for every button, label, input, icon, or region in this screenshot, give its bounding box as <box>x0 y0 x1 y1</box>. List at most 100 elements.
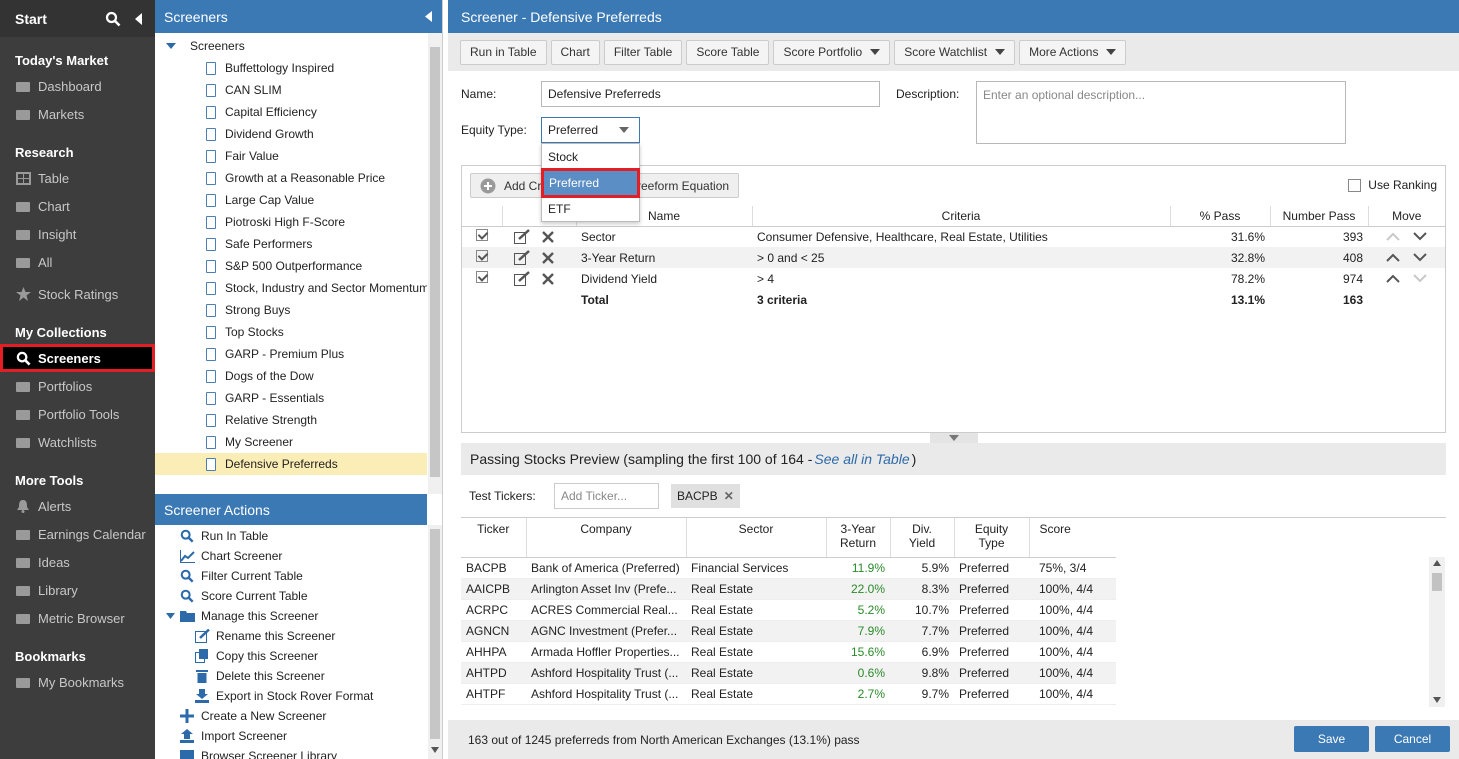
action-item[interactable]: Create a New Screener <box>155 706 427 726</box>
nav-item-my-bookmarks[interactable]: My Bookmarks <box>0 668 155 696</box>
action-item[interactable]: Chart Screener <box>155 546 427 566</box>
col-ticker[interactable]: Ticker <box>461 518 527 558</box>
col-3yr-return[interactable]: 3-Year Return <box>826 518 891 558</box>
tree-item[interactable]: GARP - Premium Plus <box>155 343 427 365</box>
nav-item-all[interactable]: All <box>0 248 155 276</box>
tree-item[interactable]: Capital Efficiency <box>155 101 427 123</box>
start-label[interactable]: Start <box>15 10 47 27</box>
edit-icon[interactable] <box>514 229 531 245</box>
nav-item-portfolio-tools[interactable]: Portfolio Tools <box>0 400 155 428</box>
col-number-pass[interactable]: Number Pass <box>1270 206 1369 227</box>
nav-item-stock-ratings[interactable]: Stock Ratings <box>0 280 155 308</box>
col-sector[interactable]: Sector <box>686 518 827 558</box>
criteria-row[interactable]: 3-Year Return > 0 and < 25 32.8% 408 <box>462 247 1445 268</box>
run-in-table-button[interactable]: Run in Table <box>460 39 547 65</box>
save-button[interactable]: Save <box>1294 726 1369 752</box>
tree-item[interactable]: S&P 500 Outperformance <box>155 255 427 277</box>
actions-scrollbar[interactable] <box>428 525 442 759</box>
tree-item[interactable]: Top Stocks <box>155 321 427 343</box>
enabled-checkbox[interactable] <box>476 250 488 262</box>
action-item[interactable]: Filter Current Table <box>155 566 427 586</box>
preview-scrollbar[interactable] <box>1429 557 1445 707</box>
action-item[interactable]: Score Current Table <box>155 586 427 606</box>
tree-item[interactable]: Stock, Industry and Sector Momentum <box>155 277 427 299</box>
tree-item[interactable]: Buffettology Inspired <box>155 57 427 79</box>
table-row[interactable]: ACRPC ACRES Commercial Real... Real Esta… <box>461 599 1116 621</box>
see-all-in-table-link[interactable]: See all in Table <box>814 451 910 467</box>
delete-icon[interactable] <box>542 272 555 285</box>
action-item[interactable]: Manage this Screener <box>155 606 427 626</box>
move-up-icon[interactable] <box>1386 232 1400 241</box>
action-item[interactable]: Delete this Screener <box>155 666 427 686</box>
nav-item-dashboard[interactable]: Dashboard <box>0 72 155 100</box>
nav-item-chart[interactable]: Chart <box>0 192 155 220</box>
enabled-checkbox[interactable] <box>476 229 488 242</box>
tree-item[interactable]: Relative Strength <box>155 409 427 431</box>
move-down-icon[interactable] <box>1413 232 1427 241</box>
nav-item-insight[interactable]: Insight <box>0 220 155 248</box>
tree-item[interactable]: Dogs of the Dow <box>155 365 427 387</box>
col-company[interactable]: Company <box>526 518 687 558</box>
expand-down-icon[interactable] <box>166 42 176 50</box>
tree-item[interactable]: Fair Value <box>155 145 427 167</box>
tree-item[interactable]: Dividend Growth <box>155 123 427 145</box>
action-item[interactable]: Rename this Screener <box>155 626 427 646</box>
move-down-icon[interactable] <box>1413 252 1427 262</box>
tree-item[interactable]: Piotroski High F-Score <box>155 211 427 233</box>
tree-root[interactable]: Screeners <box>155 35 427 57</box>
option-etf[interactable]: ETF <box>548 202 571 216</box>
nav-item-library[interactable]: Library <box>0 576 155 604</box>
tree-item[interactable]: GARP - Essentials <box>155 387 427 409</box>
table-row[interactable]: AGNCN AGNC Investment (Prefer... Real Es… <box>461 620 1116 642</box>
cancel-button[interactable]: Cancel <box>1375 726 1450 752</box>
option-stock[interactable]: Stock <box>548 150 579 164</box>
name-field[interactable]: Defensive Preferreds <box>541 81 880 107</box>
col-criteria[interactable]: Criteria <box>752 206 1171 227</box>
nav-item-screeners[interactable]: Screeners <box>0 344 155 372</box>
more-actions-button[interactable]: More Actions <box>1019 39 1127 65</box>
move-up-icon[interactable] <box>1386 253 1400 262</box>
score-portfolio-button[interactable]: Score Portfolio <box>773 39 891 65</box>
splitter-handle[interactable] <box>930 433 978 443</box>
move-up-icon[interactable] <box>1386 274 1400 283</box>
collapse-left-icon[interactable] <box>135 12 143 25</box>
criteria-row[interactable]: Dividend Yield > 4 78.2% 974 <box>462 268 1445 289</box>
col-score[interactable]: Score <box>1029 518 1116 558</box>
delete-icon[interactable] <box>542 231 555 243</box>
col-equity-type[interactable]: Equity Type <box>954 518 1030 558</box>
nav-item-table[interactable]: Table <box>0 164 155 192</box>
add-ticker-input[interactable]: Add Ticker... <box>554 483 659 509</box>
action-item[interactable]: Import Screener <box>155 726 427 746</box>
filter-table-button[interactable]: Filter Table <box>603 39 683 65</box>
nav-item-ideas[interactable]: Ideas <box>0 548 155 576</box>
use-ranking-checkbox[interactable] <box>1348 178 1362 192</box>
nav-item-portfolios[interactable]: Portfolios <box>0 372 155 400</box>
table-row[interactable]: AHTPF Ashford Hospitality Trust (... Rea… <box>461 683 1116 705</box>
enabled-checkbox[interactable] <box>476 271 488 283</box>
freeform-equation-button[interactable]: reeform Equation <box>630 173 740 198</box>
nav-item-alerts[interactable]: Alerts <box>0 492 155 520</box>
tree-item[interactable]: Safe Performers <box>155 233 427 255</box>
edit-icon[interactable] <box>514 250 531 266</box>
action-item[interactable]: Browser Screener Library <box>155 746 427 759</box>
edit-icon[interactable] <box>514 271 531 287</box>
description-field[interactable]: Enter an optional description... <box>976 81 1346 144</box>
col-pass[interactable]: % Pass <box>1170 206 1271 227</box>
move-down-icon[interactable] <box>1413 273 1427 283</box>
nav-item-metric-browser[interactable]: Metric Browser <box>0 604 155 632</box>
search-icon[interactable] <box>105 11 121 27</box>
table-row[interactable]: AHTPD Ashford Hospitality Trust (... Rea… <box>461 662 1116 684</box>
tree-item[interactable]: Defensive Preferreds <box>155 453 427 475</box>
use-ranking-toggle[interactable]: Use Ranking <box>1348 178 1437 192</box>
score-table-button[interactable]: Score Table <box>686 39 770 65</box>
tree-scrollbar[interactable] <box>428 33 442 494</box>
table-row[interactable]: BACPB Bank of America (Preferred) Financ… <box>461 557 1116 579</box>
tree-item[interactable]: Large Cap Value <box>155 189 427 211</box>
action-item[interactable]: Export in Stock Rover Format <box>155 686 427 706</box>
tree-item[interactable]: Strong Buys <box>155 299 427 321</box>
delete-icon[interactable] <box>542 251 555 264</box>
add-criteria-button[interactable]: Add Cr <box>470 173 552 198</box>
tree-item[interactable]: CAN SLIM <box>155 79 427 101</box>
nav-item-earnings-calendar[interactable]: Earnings Calendar <box>0 520 155 548</box>
tree-item[interactable]: My Screener <box>155 431 427 453</box>
